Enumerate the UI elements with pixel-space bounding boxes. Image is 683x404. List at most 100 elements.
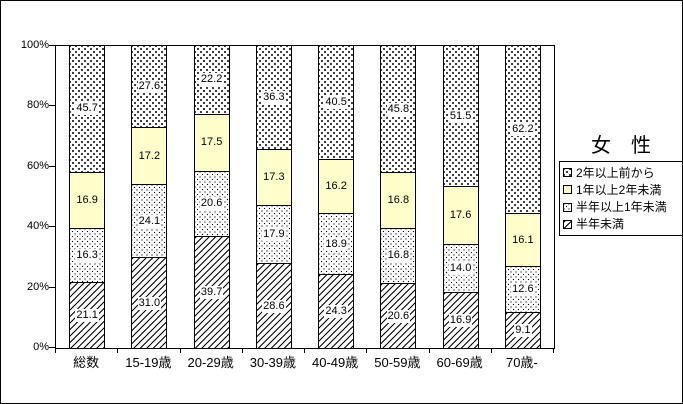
segment-solid-yellow: 16.1 [505,212,540,267]
legend-label: 半年以上1年未満 [576,200,667,215]
value-label: 31.0 [137,296,162,310]
value-label: 16.1 [512,233,534,246]
value-label: 45.7 [75,102,99,116]
x-axis-category-label: 20-29歳 [187,355,234,370]
value-label: 39.7 [199,285,224,299]
segment-dots-fine: 16.8 [381,227,416,284]
legend-item: 2年以上前から [563,166,679,180]
segment-hatch: 28.6 [256,263,291,349]
segment-dots-coarse: 45.8 [381,46,416,173]
y-axis-tick-label: 60% [26,159,49,172]
value-label: 40.5 [324,96,348,110]
value-label: 22.2 [199,73,224,87]
x-axis-category-label: 40-49歳 [312,355,359,370]
value-label: 17.3 [263,170,285,183]
y-axis-tick-label: 80% [26,99,49,112]
value-label: 51.5 [448,109,473,123]
value-label: 24.3 [324,304,348,318]
segment-dots-fine: 16.3 [70,227,105,282]
bar-2: 22.2 17.5 20.6 39.7 [193,46,230,348]
segment-dots-coarse: 45.7 [70,46,105,172]
y-axis-tick [49,226,55,228]
legend-item: 1年以上2年未満 [563,183,679,197]
chart-title: 女 性 [591,135,651,157]
value-label: 20.6 [386,309,411,323]
bar-5: 45.8 16.8 16.8 20.6 [380,46,417,348]
segment-dots-fine: 17.9 [256,205,291,264]
segment-hatch: 21.1 [70,281,105,348]
segment-solid-yellow: 17.6 [443,186,478,244]
bar-4: 40.5 16.2 18.9 24.3 [318,46,355,348]
segment-dots-coarse: 62.2 [505,46,540,213]
legend-item: 半年以上1年未満 [563,200,679,214]
x-axis-category-label: 総数 [73,355,100,370]
segment-dots-coarse: 36.3 [256,46,291,149]
value-label: 18.9 [324,237,348,251]
segment-dots-fine: 14.0 [443,243,478,293]
value-label: 21.1 [75,308,99,322]
y-axis-tick [49,286,55,288]
segment-dots-fine: 18.9 [319,213,354,274]
x-axis-tick [490,349,492,353]
x-axis-tick [117,349,119,353]
segment-solid-yellow: 16.8 [381,172,416,228]
y-axis-tick [49,165,55,167]
legend-swatch-dots-fine [563,202,572,212]
segment-solid-yellow: 17.2 [132,127,167,184]
legend-label: 1年以上2年未満 [576,182,662,197]
value-label: 17.2 [138,149,161,162]
y-axis-tick [49,45,55,46]
y-axis-tick-label: 20% [26,280,49,293]
y-axis-tick-label: 40% [26,220,49,233]
value-label: 16.2 [325,180,347,193]
segment-solid-yellow: 16.2 [319,159,354,214]
y-axis-tick [49,105,55,107]
segment-solid-yellow: 16.9 [70,171,105,228]
value-label: 45.8 [386,102,411,116]
bar-0: 45.7 16.9 16.3 21.1 [69,46,106,348]
y-axis-tick-label: 0% [33,341,49,353]
segment-dots-coarse: 27.6 [132,46,167,128]
value-label: 20.6 [199,197,224,211]
value-label: 62.2 [511,122,535,136]
segment-hatch: 20.6 [381,283,416,348]
segment-dots-fine: 12.6 [505,266,540,312]
bar-1: 27.6 17.2 24.1 31.0 [131,46,168,348]
x-axis-tick [553,349,554,353]
value-label: 14.0 [448,261,473,275]
legend-box: 2年以上前から 1年以上2年未満 半年以上1年未満 半年未満 [559,161,682,236]
x-axis-category-label: 15-19歳 [125,355,172,370]
segment-dots-coarse: 51.5 [443,46,478,187]
segment-dots-coarse: 22.2 [194,46,229,114]
bar-7: 62.2 16.1 12.6 9.1 [504,46,541,349]
segment-hatch: 16.9 [443,292,478,348]
x-axis-category-label: 50-59歳 [374,355,421,370]
x-axis-category-label: 70歳- [505,355,538,370]
x-axis-tick [304,349,305,353]
segment-dots-fine: 24.1 [132,183,167,258]
bar-3: 36.3 17.3 17.9 28.6 [255,46,292,349]
x-axis-tick [428,349,430,353]
segment-hatch: 31.0 [132,257,167,348]
value-label: 27.6 [137,80,162,94]
value-label: 16.8 [386,249,411,263]
x-axis-tick [179,349,181,353]
segment-hatch: 9.1 [505,311,540,349]
legend-item: 半年未満 [563,217,679,231]
segment-dots-fine: 20.6 [194,171,229,236]
segment-hatch: 24.3 [319,273,354,348]
legend-label: 2年以上前から [576,165,655,180]
y-axis-tick-label: 100% [20,39,49,51]
value-label: 12.6 [511,282,535,296]
segment-hatch: 39.7 [194,235,229,348]
value-label: 17.5 [200,136,223,149]
value-label: 36.3 [262,90,286,104]
legend-swatch-dots-coarse [563,168,572,178]
bar-6: 51.5 17.6 14.0 16.9 [442,46,479,348]
plot-area: 45.7 16.9 16.3 21.1 27.6 17.2 24.1 31.0 22.2 17.5… [55,45,555,349]
value-label: 16.9 [76,193,98,206]
value-label: 17.6 [449,208,472,221]
legend-label: 半年未満 [576,217,625,232]
segment-dots-coarse: 40.5 [319,46,354,160]
